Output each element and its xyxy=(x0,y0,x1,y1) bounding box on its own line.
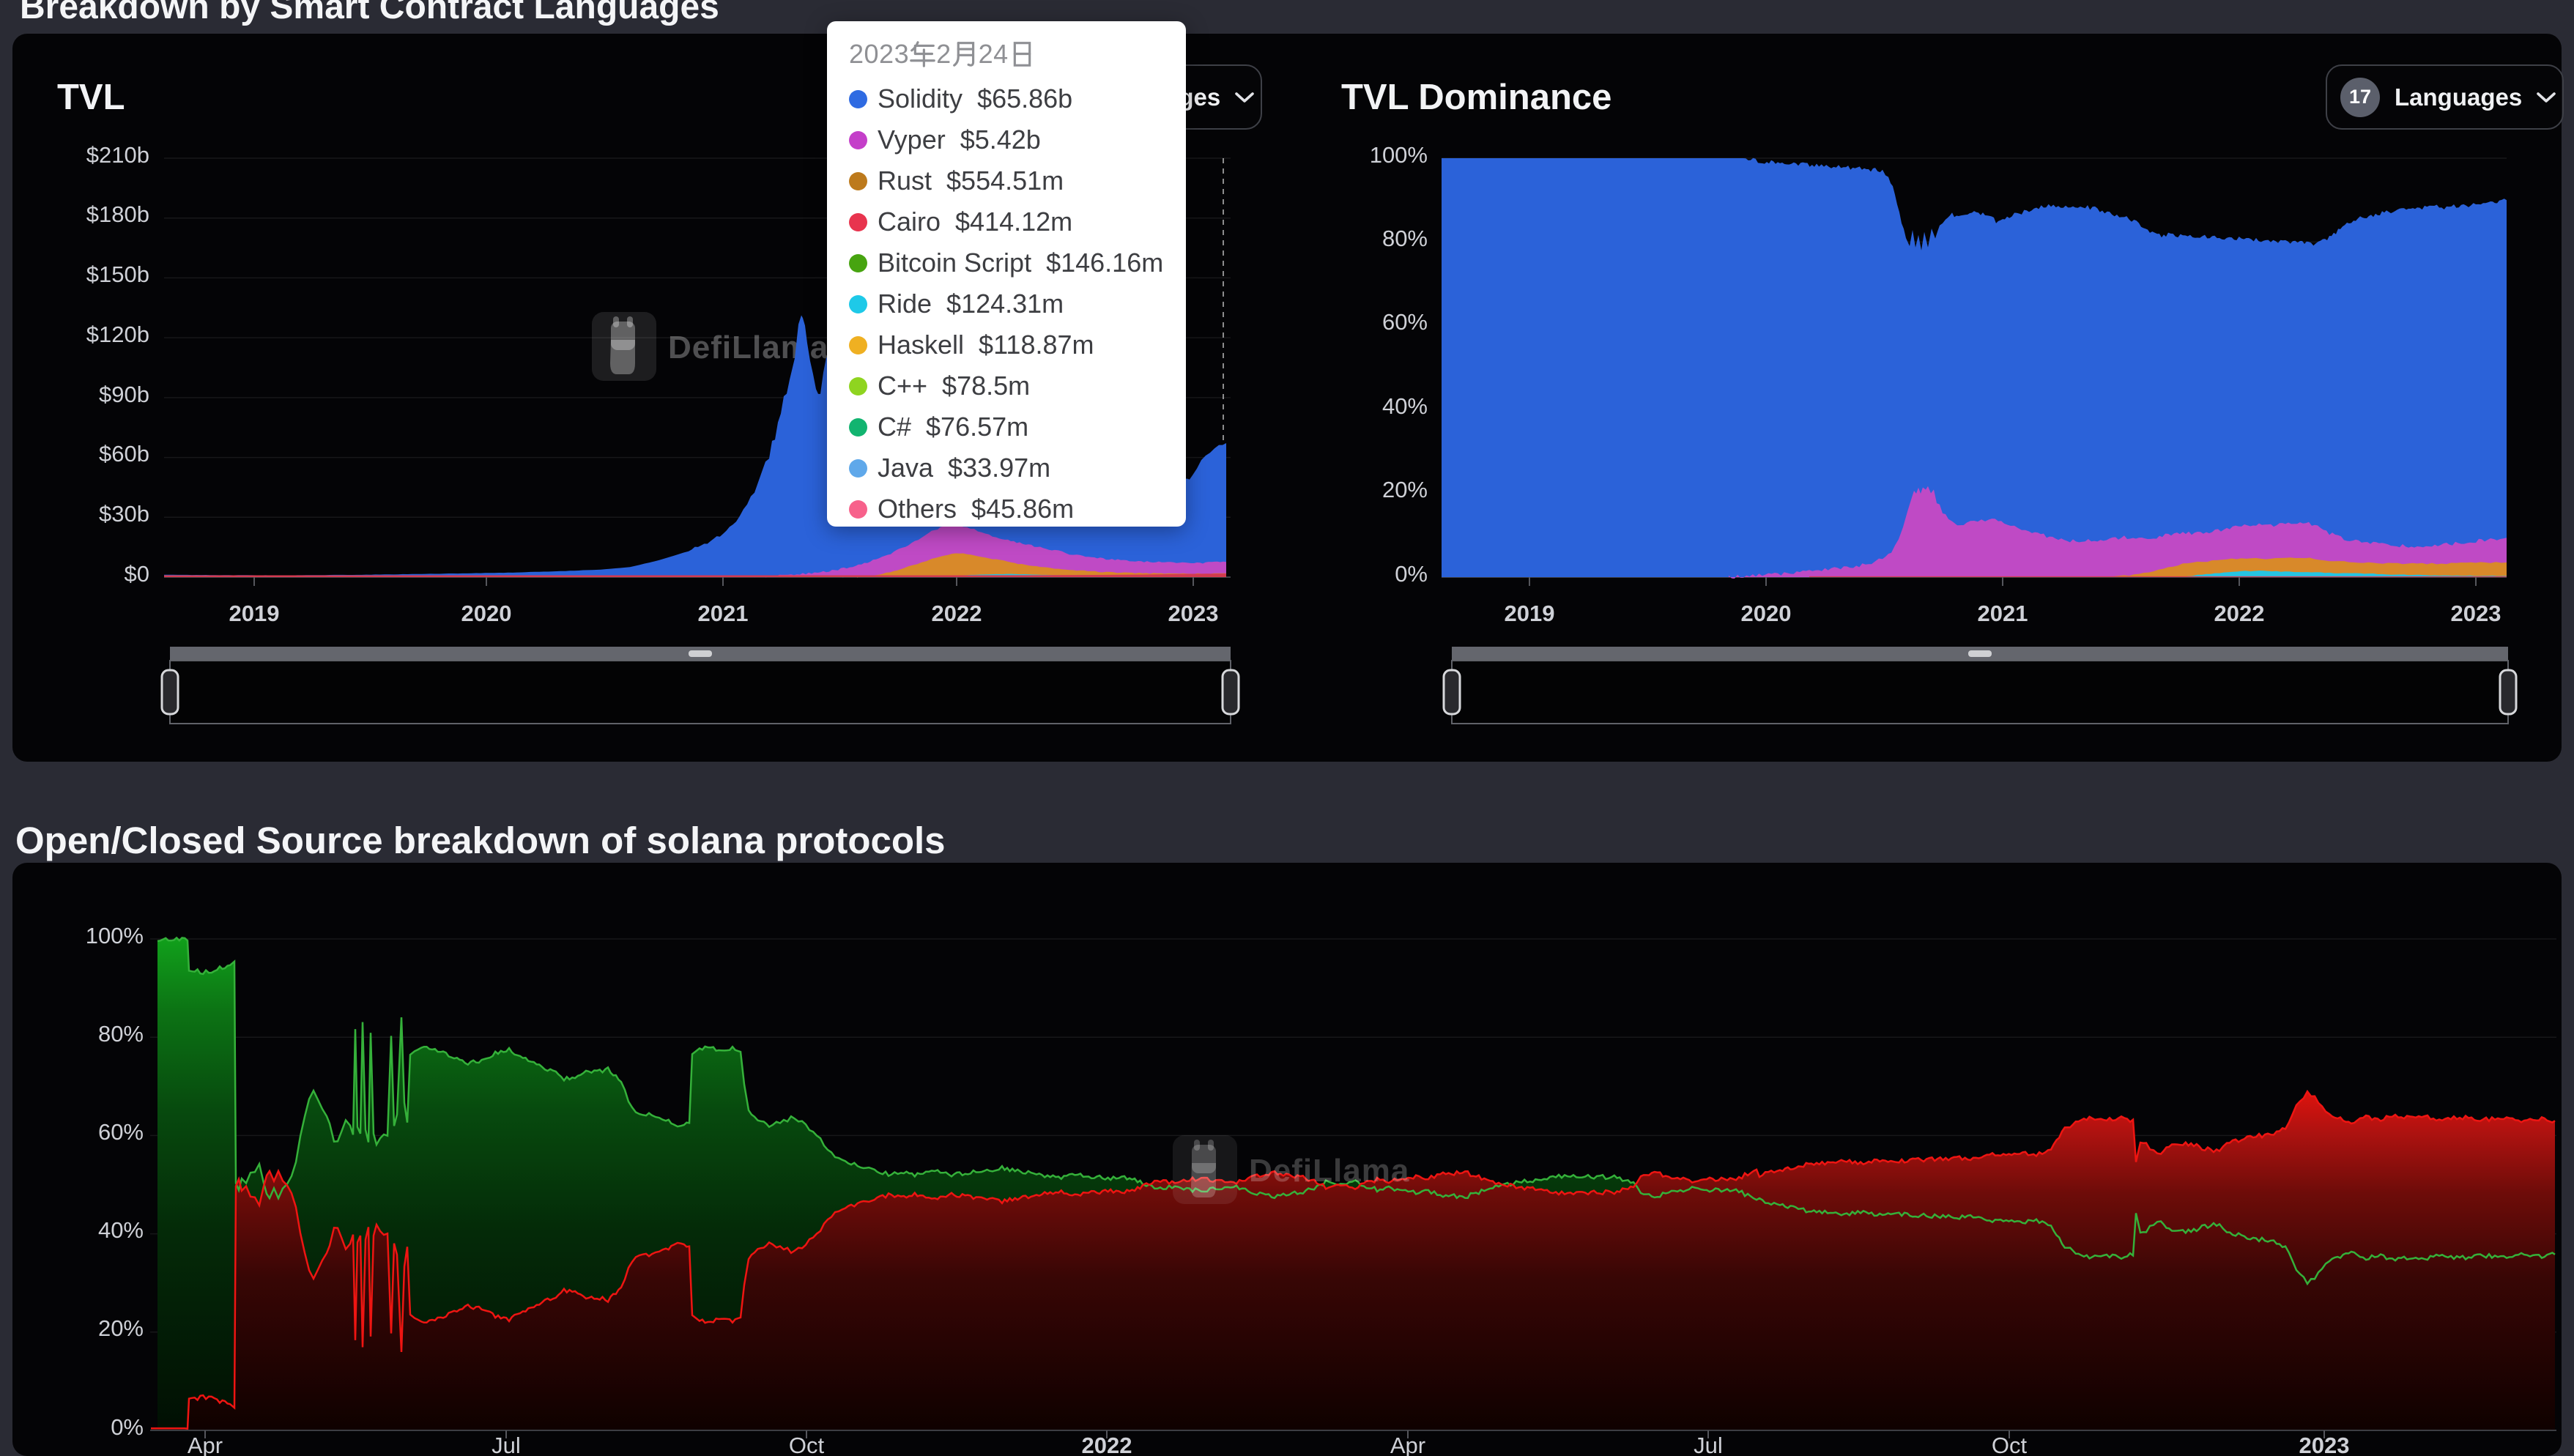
svg-text:DefiLlama: DefiLlama xyxy=(1249,1153,1409,1189)
